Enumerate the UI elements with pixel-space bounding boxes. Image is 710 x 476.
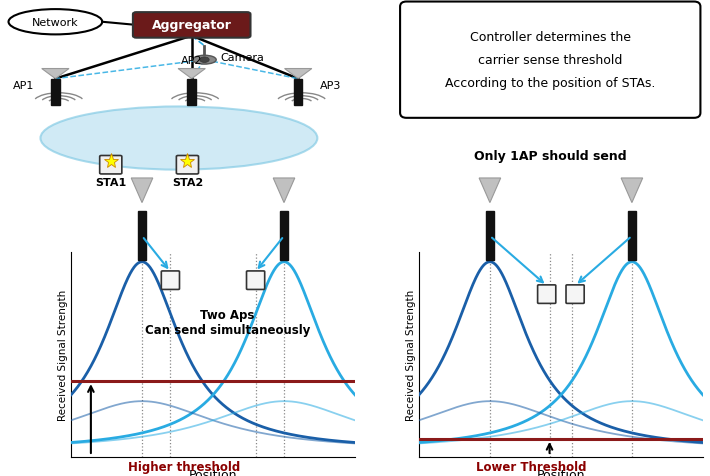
- Ellipse shape: [193, 56, 216, 65]
- Polygon shape: [479, 178, 501, 203]
- Ellipse shape: [40, 107, 317, 170]
- Text: Controller determines the
carrier sense threshold
According to the position of S: Controller determines the carrier sense …: [445, 31, 655, 90]
- Polygon shape: [131, 178, 153, 203]
- X-axis label: Position: Position: [189, 468, 237, 476]
- Text: Higher threshold: Higher threshold: [128, 460, 240, 473]
- Text: AP3: AP3: [320, 81, 341, 91]
- FancyBboxPatch shape: [294, 79, 302, 106]
- Text: Camera: Camera: [221, 53, 265, 63]
- FancyBboxPatch shape: [133, 13, 251, 39]
- FancyBboxPatch shape: [400, 2, 701, 119]
- FancyBboxPatch shape: [138, 211, 146, 260]
- Text: Lower Threshold: Lower Threshold: [476, 460, 586, 473]
- Text: STA2: STA2: [172, 178, 203, 188]
- FancyBboxPatch shape: [537, 285, 556, 304]
- Polygon shape: [42, 69, 69, 79]
- FancyBboxPatch shape: [51, 79, 60, 106]
- X-axis label: Position: Position: [537, 468, 585, 476]
- Polygon shape: [273, 178, 295, 203]
- FancyBboxPatch shape: [628, 211, 636, 260]
- FancyBboxPatch shape: [187, 79, 196, 106]
- Text: AP1: AP1: [13, 81, 34, 91]
- Polygon shape: [178, 69, 205, 79]
- FancyBboxPatch shape: [486, 211, 494, 260]
- FancyBboxPatch shape: [246, 271, 265, 290]
- Y-axis label: Received Signal Strength: Received Signal Strength: [58, 289, 68, 420]
- Text: STA1: STA1: [95, 178, 126, 188]
- Text: Only 1AP should send: Only 1AP should send: [474, 150, 626, 163]
- Ellipse shape: [200, 58, 209, 63]
- FancyBboxPatch shape: [99, 156, 122, 175]
- Text: Network: Network: [32, 18, 79, 28]
- FancyBboxPatch shape: [280, 211, 288, 260]
- Text: Aggregator: Aggregator: [152, 20, 231, 32]
- Y-axis label: Received Signal Strength: Received Signal Strength: [406, 289, 416, 420]
- FancyBboxPatch shape: [566, 285, 584, 304]
- Text: Two Aps
Can send simultaneously: Two Aps Can send simultaneously: [145, 308, 310, 336]
- Polygon shape: [621, 178, 643, 203]
- FancyBboxPatch shape: [176, 156, 199, 175]
- FancyBboxPatch shape: [161, 271, 180, 290]
- Polygon shape: [285, 69, 312, 79]
- Text: AP2: AP2: [181, 56, 202, 66]
